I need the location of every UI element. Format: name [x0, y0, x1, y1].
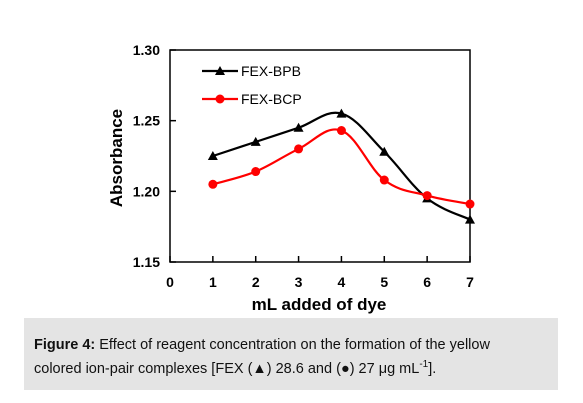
data-point-circle — [379, 175, 389, 185]
caption-text-2d: ]. — [428, 360, 437, 377]
data-point-triangle — [207, 151, 218, 160]
data-point-triangle — [465, 214, 475, 224]
caption-label: Figure 4: — [34, 337, 96, 353]
legend-label: FEX-BPB — [241, 63, 301, 79]
data-point-circle — [251, 167, 261, 177]
y-tick-label: 1.20 — [133, 183, 160, 199]
triangle-icon: ▲ — [252, 360, 267, 377]
caption-text-2c: ) 27 μg mL — [349, 360, 420, 377]
chart: 1.15 1.20 1.25 1.30 0 1 2 3 4 5 6 7 FEX-BPB FEX-BCP A… — [107, 42, 475, 314]
x-tick-label: 6 — [423, 274, 431, 290]
data-point-circle — [208, 179, 218, 189]
caption-superscript: -1 — [419, 359, 429, 370]
caption-text-1: Effect of reagent concentration on the f… — [95, 337, 490, 353]
y-tick-label: 1.30 — [133, 42, 160, 58]
figure-caption-box: Figure 4: Effect of reagent concentratio… — [24, 318, 558, 390]
dot-icon: ● — [340, 360, 350, 377]
series-line-fex-bcp — [212, 128, 471, 206]
y-axis-title: Absorbance — [107, 109, 126, 207]
plot-area: 1.15 1.20 1.25 1.30 0 1 2 3 4 5 6 7 FEX-BPB FEX-BCP — [133, 42, 475, 290]
x-tick-label: 5 — [380, 274, 388, 290]
data-point-triangle — [293, 122, 304, 132]
legend-label: FEX-BCP — [241, 91, 302, 107]
data-point-triangle — [250, 136, 261, 146]
caption-text-2a: colored ion-pair complexes [FEX ( — [34, 360, 253, 377]
data-point-circle — [294, 144, 304, 154]
legend-marker-circle — [215, 94, 225, 104]
plot-frame — [169, 49, 471, 263]
y-tick-label: 1.25 — [133, 113, 160, 129]
caption-text-2b: ) 28.6 and ( — [266, 360, 341, 377]
data-point-circle — [422, 191, 432, 201]
x-tick-label: 0 — [166, 274, 174, 290]
x-tick-label: 2 — [252, 274, 260, 290]
data-point-circle — [336, 126, 346, 136]
x-tick-label: 7 — [466, 274, 474, 290]
x-tick-label: 3 — [295, 274, 303, 290]
data-point-circle — [465, 199, 475, 209]
figure-caption: Figure 4: Effect of reagent concentratio… — [34, 336, 550, 379]
data-point-triangle — [379, 146, 390, 156]
x-tick-label: 1 — [209, 274, 217, 290]
y-tick-label: 1.15 — [133, 254, 160, 270]
legend-marker-triangle — [215, 66, 225, 75]
data-point-triangle — [336, 108, 347, 118]
x-axis-title: mL added of dye — [252, 295, 387, 314]
x-tick-label: 4 — [338, 274, 346, 290]
